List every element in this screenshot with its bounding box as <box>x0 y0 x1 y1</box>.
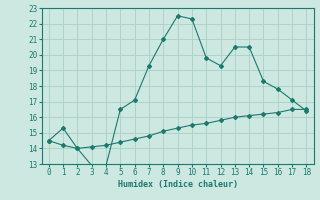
X-axis label: Humidex (Indice chaleur): Humidex (Indice chaleur) <box>118 180 237 189</box>
